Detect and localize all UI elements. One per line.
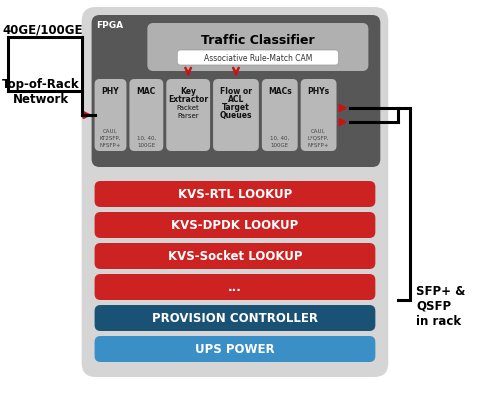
Text: KVS-RTL LOOKUP: KVS-RTL LOOKUP [178,188,292,201]
Text: CAUI,: CAUI, [311,129,326,134]
Text: MAC: MAC [137,87,156,96]
Text: 100GE: 100GE [137,143,155,148]
Text: UPS POWER: UPS POWER [195,342,275,356]
FancyBboxPatch shape [91,16,380,168]
Text: 10, 40,: 10, 40, [137,136,156,141]
Text: ...: ... [228,281,242,294]
FancyBboxPatch shape [94,182,376,207]
Text: 40GE/100GE: 40GE/100GE [2,23,82,36]
Text: CAUI,: CAUI, [103,129,118,134]
FancyBboxPatch shape [94,80,126,152]
FancyBboxPatch shape [301,80,337,152]
FancyBboxPatch shape [262,80,297,152]
Text: KT2SFP,: KT2SFP, [100,136,121,141]
Text: L*QSFP,: L*QSFP, [308,136,330,141]
FancyBboxPatch shape [166,80,210,152]
FancyBboxPatch shape [94,274,376,300]
Text: Flow or: Flow or [220,87,252,96]
Text: N*SFP+: N*SFP+ [308,143,330,148]
Text: Packet: Packet [177,105,200,111]
Text: ACL: ACL [228,95,244,104]
FancyBboxPatch shape [81,8,388,377]
FancyBboxPatch shape [94,213,376,239]
FancyBboxPatch shape [213,80,259,152]
Text: PHYs: PHYs [308,87,330,96]
Text: Queues: Queues [220,111,252,120]
Text: Key: Key [180,87,196,96]
FancyBboxPatch shape [148,24,368,72]
Text: KVS-Socket LOOKUP: KVS-Socket LOOKUP [168,250,302,263]
FancyBboxPatch shape [94,243,376,269]
Text: 10, 40,: 10, 40, [270,136,289,141]
Text: Traffic Classifier: Traffic Classifier [201,34,315,47]
Text: N*SFP+: N*SFP+ [100,143,121,148]
FancyBboxPatch shape [94,336,376,362]
Text: Associative Rule-Match CAM: Associative Rule-Match CAM [204,54,312,63]
FancyBboxPatch shape [94,305,376,331]
Text: SFP+ &
QSFP
in rack: SFP+ & QSFP in rack [416,284,466,327]
Text: FPGA: FPGA [97,20,124,29]
FancyBboxPatch shape [129,80,163,152]
Text: Parser: Parser [177,112,199,118]
Text: PROVISION CONTROLLER: PROVISION CONTROLLER [152,312,318,325]
Text: Target: Target [222,103,250,112]
Text: MACs: MACs [268,87,292,96]
FancyBboxPatch shape [177,51,339,66]
Text: Top-of-Rack
Network: Top-of-Rack Network [2,78,80,106]
Text: Extractor: Extractor [168,95,208,104]
Text: PHY: PHY [102,87,119,96]
Text: KVS-DPDK LOOKUP: KVS-DPDK LOOKUP [171,219,298,232]
Text: 100GE: 100GE [271,143,289,148]
